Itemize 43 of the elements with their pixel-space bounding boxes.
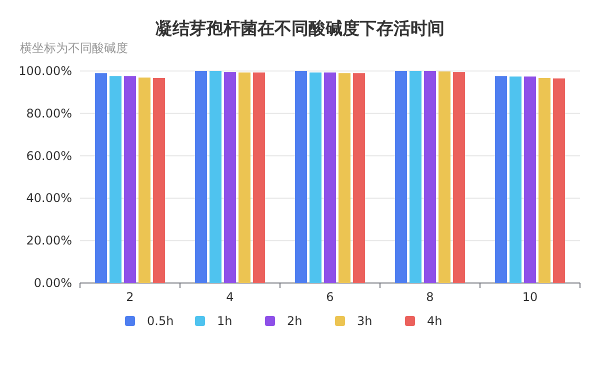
bar xyxy=(395,71,407,283)
bar xyxy=(353,73,365,283)
x-tick-label: 10 xyxy=(522,290,538,304)
y-tick-label: 20.00% xyxy=(26,234,72,248)
bar xyxy=(110,76,122,283)
y-tick-label: 80.00% xyxy=(26,106,72,120)
legend-label: 4h xyxy=(427,314,442,328)
bar xyxy=(338,73,350,283)
bar xyxy=(410,71,422,283)
bar xyxy=(524,76,536,283)
x-tick-label: 4 xyxy=(226,290,234,304)
bar xyxy=(153,78,165,283)
bar xyxy=(438,71,450,283)
bar xyxy=(210,71,222,283)
bar xyxy=(538,78,550,283)
bar xyxy=(510,76,522,283)
bar xyxy=(224,72,236,283)
x-tick-label: 6 xyxy=(326,290,334,304)
bar xyxy=(253,72,265,283)
x-tick-label: 8 xyxy=(426,290,434,304)
bar xyxy=(295,71,307,283)
legend-label: 3h xyxy=(357,314,372,328)
bar xyxy=(138,78,150,283)
x-tick-label: 2 xyxy=(126,290,134,304)
bar xyxy=(453,72,465,283)
legend-label: 2h xyxy=(287,314,302,328)
bar xyxy=(495,76,507,283)
chart-title: 凝结芽孢杆菌在不同酸碱度下存活时间 xyxy=(156,19,444,39)
bar xyxy=(310,72,322,283)
bar xyxy=(124,76,136,283)
y-tick-label: 40.00% xyxy=(26,191,72,206)
bar xyxy=(238,72,250,283)
bar xyxy=(553,78,565,283)
y-tick-label: 100.00% xyxy=(18,64,72,78)
bar xyxy=(324,72,336,283)
bar xyxy=(195,71,207,283)
y-tick-label: 0.00% xyxy=(34,276,72,290)
legend-label: 0.5h xyxy=(147,314,174,328)
y-axis-title: 横坐标为不同酸碱度 xyxy=(20,41,128,55)
legend-label: 1h xyxy=(217,314,232,328)
bar xyxy=(424,71,436,283)
bar xyxy=(95,73,107,283)
y-tick-label: 60.00% xyxy=(26,148,72,163)
